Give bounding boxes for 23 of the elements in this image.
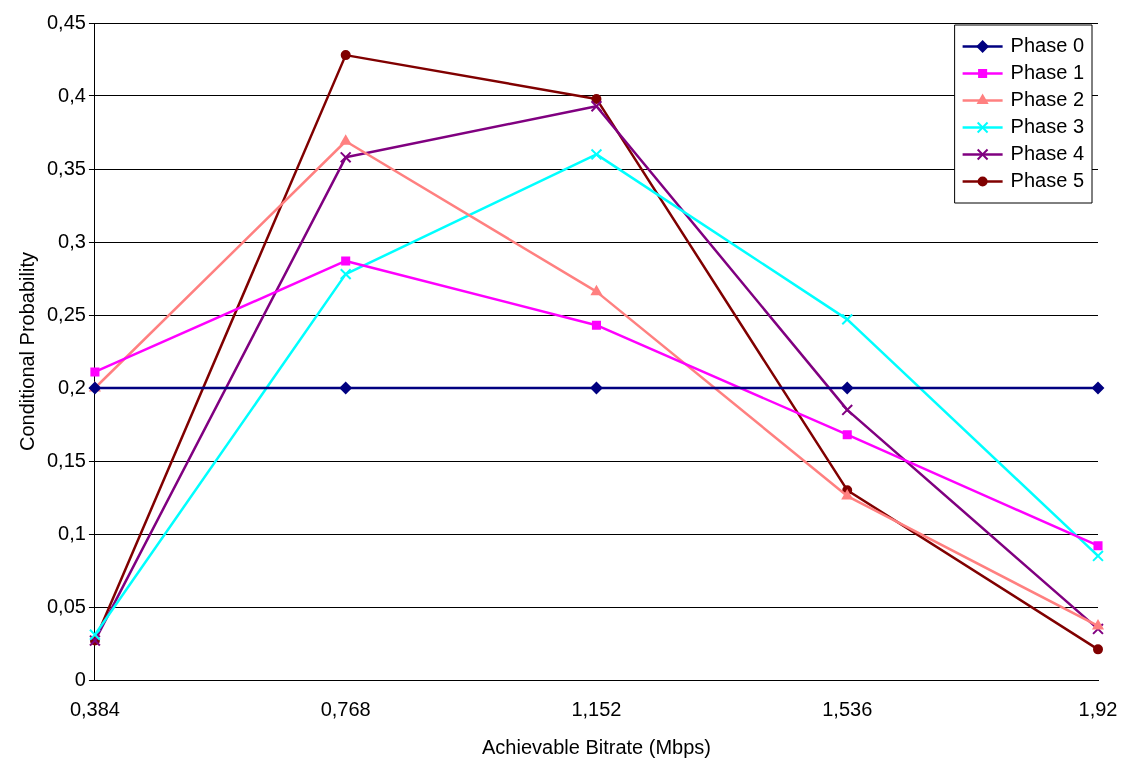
y-tick-label: 0,3 <box>58 229 86 252</box>
legend-label: Phase 5 <box>1010 169 1084 192</box>
y-tick-label: 0,4 <box>58 83 86 106</box>
x-tick-label: 1,152 <box>571 697 622 720</box>
y-tick-label: 0 <box>74 667 86 690</box>
y-tick-label: 0,35 <box>46 156 86 179</box>
y-tick-label: 0,25 <box>46 302 86 325</box>
y-tick-label: 0,1 <box>58 521 86 544</box>
legend-label: Phase 0 <box>1010 34 1084 57</box>
y-tick-label: 0,15 <box>46 448 86 471</box>
y-tick-label: 0,05 <box>46 594 86 617</box>
legend-label: Phase 1 <box>1010 61 1084 84</box>
y-axis-title: Conditional Probability <box>15 251 38 452</box>
legend-label: Phase 3 <box>1010 115 1084 138</box>
x-tick-label: 1,536 <box>822 697 873 720</box>
x-tick-label: 0,768 <box>320 697 371 720</box>
x-tick-label: 1,92 <box>1078 697 1118 720</box>
legend-label: Phase 4 <box>1010 142 1084 165</box>
legend-label: Phase 2 <box>1010 88 1084 111</box>
x-tick-label: 0,384 <box>69 697 120 720</box>
x-axis-title: Achievable Bitrate (Mbps) <box>481 735 711 758</box>
y-tick-label: 0,2 <box>58 375 86 398</box>
y-tick-label: 0,45 <box>46 10 86 33</box>
